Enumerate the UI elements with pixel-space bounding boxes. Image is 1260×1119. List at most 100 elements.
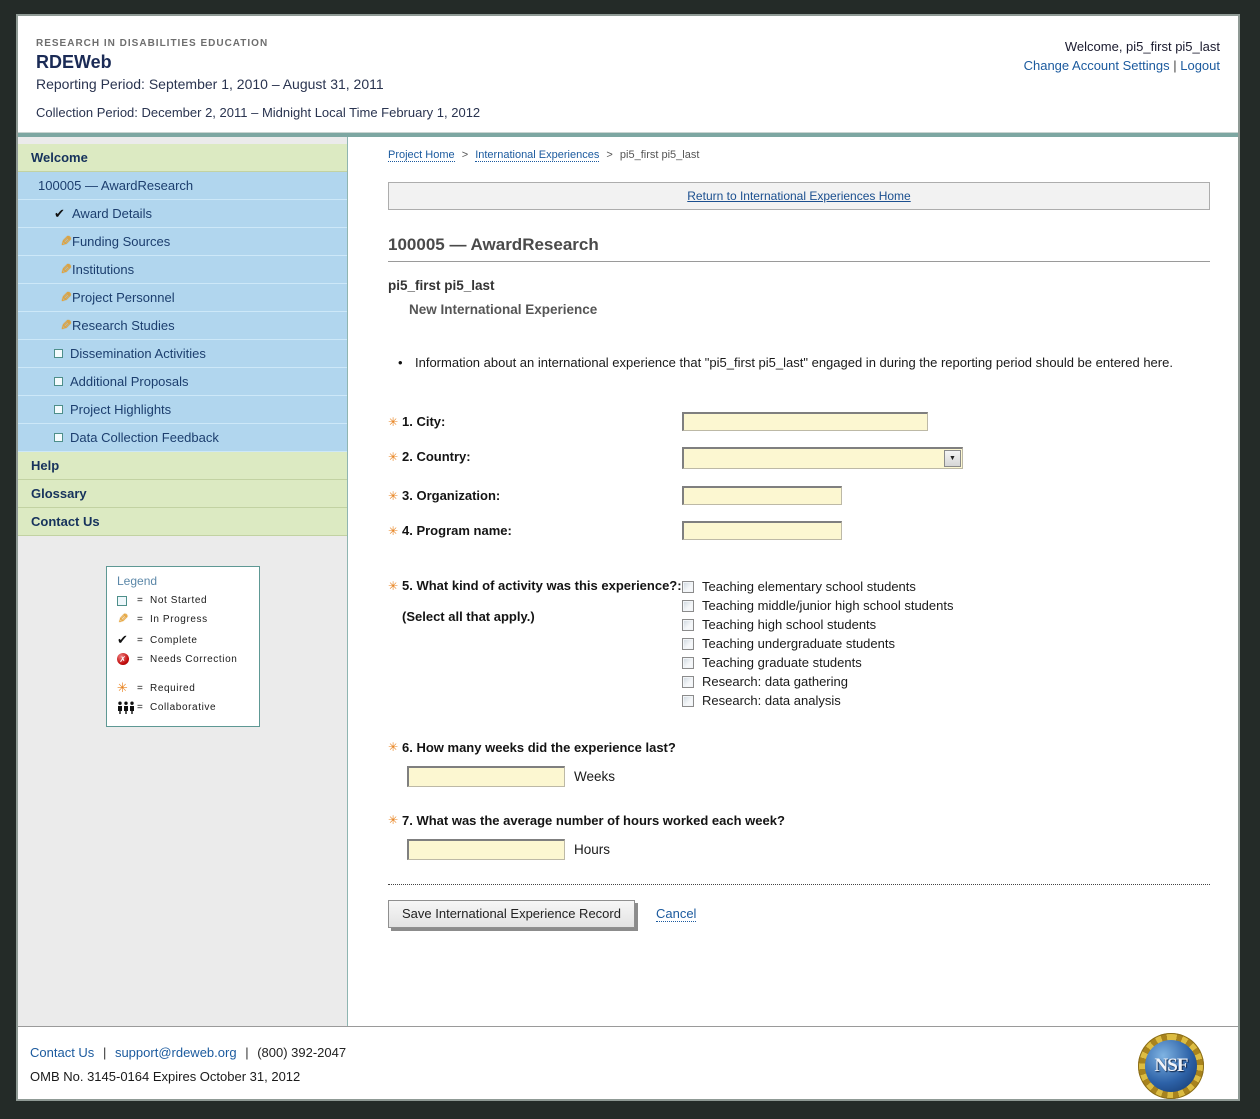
legend-label: Needs Correction <box>150 653 238 665</box>
question-organization-row: ✳ 3. Organization: <box>388 486 1210 505</box>
sidebar-item-label: Data Collection Feedback <box>70 430 219 445</box>
hours-input[interactable] <box>407 839 565 860</box>
hours-suffix-label: Hours <box>574 842 611 857</box>
welcome-text: Welcome, pi5_first pi5_last <box>1064 39 1220 54</box>
weeks-input[interactable] <box>407 766 565 787</box>
bullet-icon: • <box>398 355 403 370</box>
legend-item-complete: ✔ = Complete <box>117 632 198 647</box>
save-international-experience-button[interactable]: Save International Experience Record <box>388 900 635 928</box>
country-label: 2. Country: <box>402 449 471 464</box>
organization-label: 3. Organization: <box>402 488 501 503</box>
country-select[interactable]: ▼ <box>682 447 963 469</box>
not-started-square-icon <box>54 349 63 358</box>
organization-input[interactable] <box>682 486 842 505</box>
sidebar-item-institutions[interactable]: ✎Institutions <box>18 256 347 284</box>
activity-hint: (Select all that apply.) <box>402 609 535 624</box>
needs-correction-icon: ✗ <box>117 653 129 665</box>
required-asterisk-icon: ✳ <box>388 489 399 503</box>
return-to-international-experiences-link[interactable]: Return to International Experiences Home <box>687 189 911 203</box>
city-label: 1. City: <box>402 414 446 429</box>
form-separator <box>388 884 1210 885</box>
checkbox-icon[interactable] <box>682 637 694 650</box>
required-asterisk-icon: ✳ <box>388 740 399 754</box>
checkbox-option-teaching-middle[interactable]: Teaching middle/junior high school stude… <box>682 596 954 615</box>
info-note: • Information about an international exp… <box>398 355 1173 370</box>
breadcrumb-project-home-link[interactable]: Project Home <box>388 149 455 162</box>
header-link-divider: | <box>1173 58 1177 73</box>
hours-input-row: Hours <box>407 839 1210 860</box>
complete-check-icon: ✔ <box>54 206 65 221</box>
sidebar-item-label: Project Highlights <box>70 402 172 417</box>
footer-email-link[interactable]: support@rdeweb.org <box>114 1045 237 1060</box>
logout-link[interactable]: Logout <box>1180 58 1220 73</box>
checkbox-icon[interactable] <box>682 675 694 688</box>
question-program-row: ✳ 4. Program name: <box>388 521 1210 540</box>
legend-label: In Progress <box>150 613 208 625</box>
legend-label: Collaborative <box>150 702 217 713</box>
checkbox-icon[interactable] <box>682 618 694 631</box>
sidebar-item-label: Research Studies <box>72 318 175 333</box>
sidebar-item-glossary[interactable]: Glossary <box>18 480 347 508</box>
sidebar-item-research-studies[interactable]: ✎Research Studies <box>18 312 347 340</box>
required-asterisk-icon: ✳ <box>388 524 399 538</box>
checkbox-icon[interactable] <box>682 580 694 593</box>
sidebar-item-data-collection-feedback[interactable]: Data Collection Feedback <box>18 424 347 452</box>
sidebar-item-help[interactable]: Help <box>18 452 347 480</box>
footer-contact-us-link[interactable]: Contact Us <box>30 1045 95 1060</box>
question-weeks-label-row: ✳ 6. How many weeks did the experience l… <box>388 740 1210 755</box>
weeks-input-row: Weeks <box>407 766 1210 787</box>
in-progress-pencil-icon: ✎ <box>60 233 72 249</box>
in-progress-pencil-icon: ✎ <box>60 317 72 333</box>
header-divider-bar <box>18 132 1238 137</box>
city-input[interactable] <box>682 412 928 431</box>
weeks-suffix-label: Weeks <box>574 769 616 784</box>
sidebar-item-award[interactable]: 100005 — AwardResearch <box>18 172 347 200</box>
required-asterisk-icon: ✳ <box>388 579 399 593</box>
sidebar-item-funding-sources[interactable]: ✎Funding Sources <box>18 228 347 256</box>
page-subtitle: New International Experience <box>409 302 598 317</box>
activity-label: 5. What kind of activity was this experi… <box>402 578 682 593</box>
app-window: RESEARCH IN DISABILITIES EDUCATION RDEWe… <box>16 14 1240 1101</box>
checkbox-option-teaching-graduate[interactable]: Teaching graduate students <box>682 653 954 672</box>
checkbox-icon[interactable] <box>682 599 694 612</box>
form-actions: Save International Experience Record Can… <box>388 900 1210 928</box>
sidebar-item-project-highlights[interactable]: Project Highlights <box>18 396 347 424</box>
dropdown-arrow-icon[interactable]: ▼ <box>944 450 961 467</box>
sidebar-item-label: Institutions <box>72 262 135 277</box>
breadcrumb-international-experiences-link[interactable]: International Experiences <box>475 149 600 162</box>
question-activity-row: ✳ 5. What kind of activity was this expe… <box>388 576 1210 710</box>
checkbox-option-teaching-elementary[interactable]: Teaching elementary school students <box>682 577 954 596</box>
sidebar-item-contact-us[interactable]: Contact Us <box>18 508 347 536</box>
program-name-input[interactable] <box>682 521 842 540</box>
sidebar-item-project-personnel[interactable]: ✎Project Personnel <box>18 284 347 312</box>
sidebar-item-welcome[interactable]: Welcome <box>18 144 347 172</box>
cancel-link[interactable]: Cancel <box>655 906 697 922</box>
question-country-row: ✳ 2. Country: ▼ <box>388 447 1210 469</box>
sidebar-item-dissemination-activities[interactable]: Dissemination Activities <box>18 340 347 368</box>
checkbox-option-teaching-undergraduate[interactable]: Teaching undergraduate students <box>682 634 954 653</box>
checkbox-option-research-data-gathering[interactable]: Research: data gathering <box>682 672 954 691</box>
checkbox-icon[interactable] <box>682 656 694 669</box>
sidebar-item-additional-proposals[interactable]: Additional Proposals <box>18 368 347 396</box>
change-account-settings-link[interactable]: Change Account Settings <box>1023 58 1170 73</box>
checkbox-option-teaching-high[interactable]: Teaching high school students <box>682 615 954 634</box>
hours-question-label: 7. What was the average number of hours … <box>402 813 785 828</box>
activity-options: Teaching elementary school students Teac… <box>682 576 954 710</box>
sidebar-item-award-details[interactable]: ✔ Award Details <box>18 200 347 228</box>
award-title: 100005 — AwardResearch <box>388 235 1210 262</box>
checkbox-option-research-data-analysis[interactable]: Research: data analysis <box>682 691 954 710</box>
question-city-row: ✳ 1. City: <box>388 412 1210 431</box>
main-content: Project Home > International Experiences… <box>348 137 1238 1026</box>
in-progress-pencil-icon: ✎ <box>60 289 72 305</box>
sidebar-item-label: Funding Sources <box>72 234 171 249</box>
omb-number: OMB No. 3145-0164 Expires October 31, 20… <box>30 1069 301 1084</box>
complete-check-icon: ✔ <box>117 632 129 647</box>
legend-item-collaborative: = Collaborative <box>117 701 251 714</box>
legend-label: Complete <box>150 634 198 646</box>
app-title: RDEWeb <box>36 52 112 72</box>
legend-item-in-progress: ✎ = In Progress <box>117 611 208 626</box>
checkbox-icon[interactable] <box>682 694 694 707</box>
required-asterisk-icon: ✳ <box>388 415 399 429</box>
nsf-logo: NSF <box>1138 1033 1204 1099</box>
